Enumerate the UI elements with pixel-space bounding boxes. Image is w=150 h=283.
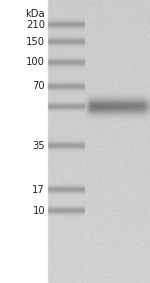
Text: 150: 150 [26,37,45,47]
Text: kDa: kDa [25,8,45,19]
Text: 17: 17 [32,185,45,195]
Text: 100: 100 [26,57,45,67]
Text: 210: 210 [26,20,45,30]
Text: 35: 35 [32,141,45,151]
Text: 70: 70 [32,81,45,91]
Text: 10: 10 [32,206,45,216]
